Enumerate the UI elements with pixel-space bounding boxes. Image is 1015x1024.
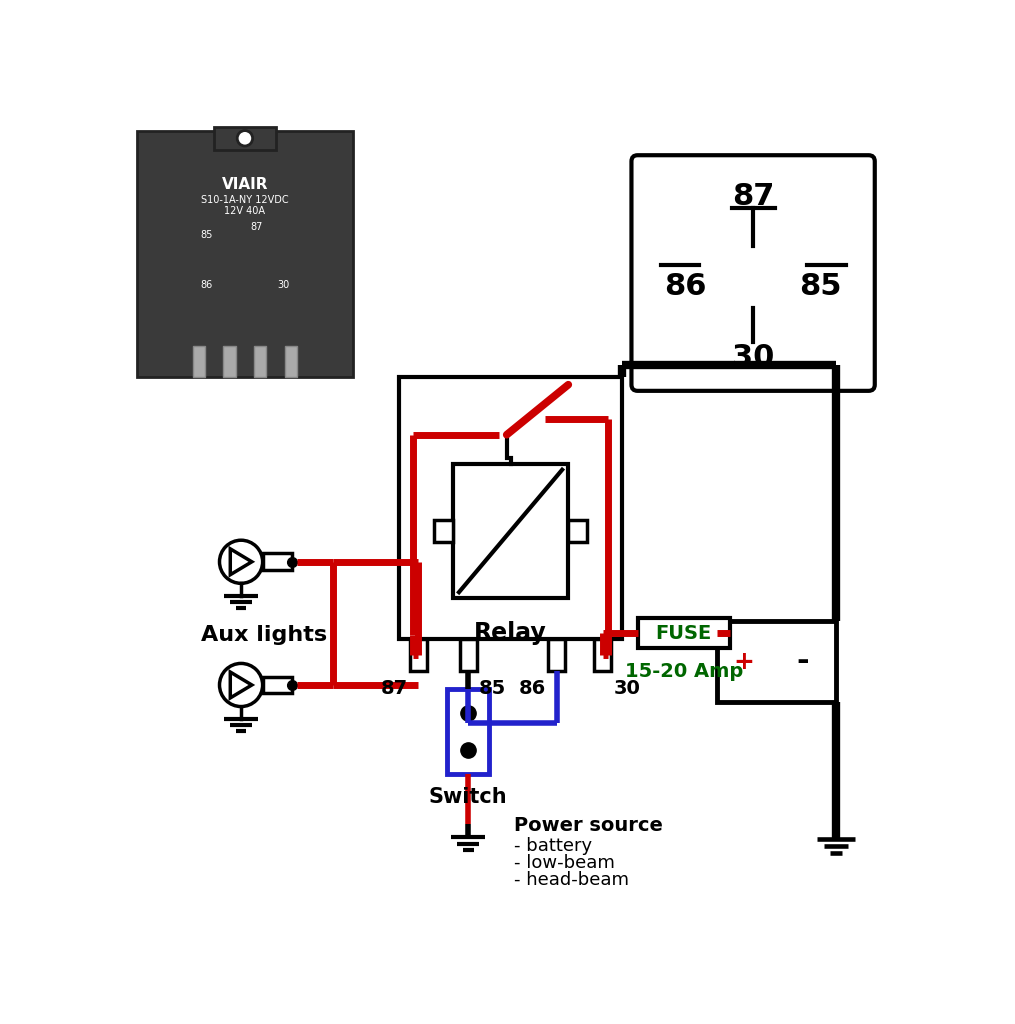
Bar <box>263 677 292 693</box>
Text: 30: 30 <box>732 343 774 373</box>
Circle shape <box>219 664 263 707</box>
Bar <box>434 520 453 542</box>
Bar <box>595 639 611 671</box>
Bar <box>254 346 267 377</box>
Text: 87: 87 <box>381 679 407 697</box>
Text: VIAIR: VIAIR <box>221 177 268 191</box>
Text: 12V 40A: 12V 40A <box>224 207 265 216</box>
Text: 85: 85 <box>479 679 506 697</box>
Bar <box>214 127 276 150</box>
Text: 85: 85 <box>799 272 841 301</box>
Text: - battery: - battery <box>515 838 593 855</box>
Bar <box>717 622 836 702</box>
Text: 30: 30 <box>614 679 640 697</box>
Text: - head-beam: - head-beam <box>515 871 629 889</box>
Bar <box>263 553 292 570</box>
Bar <box>285 346 297 377</box>
Text: 15-20 Amp: 15-20 Amp <box>624 663 743 681</box>
Text: FUSE: FUSE <box>656 624 712 642</box>
Text: 87: 87 <box>732 181 774 211</box>
Text: Power source: Power source <box>515 816 663 835</box>
Text: 86: 86 <box>665 272 707 301</box>
Text: 87: 87 <box>251 222 263 231</box>
Text: +: + <box>734 650 754 674</box>
Bar <box>460 639 477 671</box>
Bar <box>193 346 205 377</box>
Text: S10-1A-NY 12VDC: S10-1A-NY 12VDC <box>201 195 288 205</box>
Bar <box>568 520 587 542</box>
Text: Switch: Switch <box>429 787 508 807</box>
Text: 86: 86 <box>200 280 212 290</box>
Bar <box>447 689 489 773</box>
Text: Relay: Relay <box>474 622 547 645</box>
Bar <box>637 617 730 648</box>
Bar <box>223 346 235 377</box>
Circle shape <box>238 131 253 146</box>
Bar <box>137 131 353 377</box>
Text: Aux lights: Aux lights <box>201 625 327 645</box>
Bar <box>453 464 568 598</box>
Text: -: - <box>796 647 809 677</box>
Circle shape <box>219 541 263 584</box>
Bar <box>548 639 565 671</box>
Text: 86: 86 <box>519 679 546 697</box>
FancyBboxPatch shape <box>631 156 875 391</box>
Text: - low-beam: - low-beam <box>515 854 615 872</box>
Bar <box>410 639 426 671</box>
Bar <box>399 377 622 639</box>
Text: 85: 85 <box>200 229 212 240</box>
Text: 30: 30 <box>277 280 289 290</box>
